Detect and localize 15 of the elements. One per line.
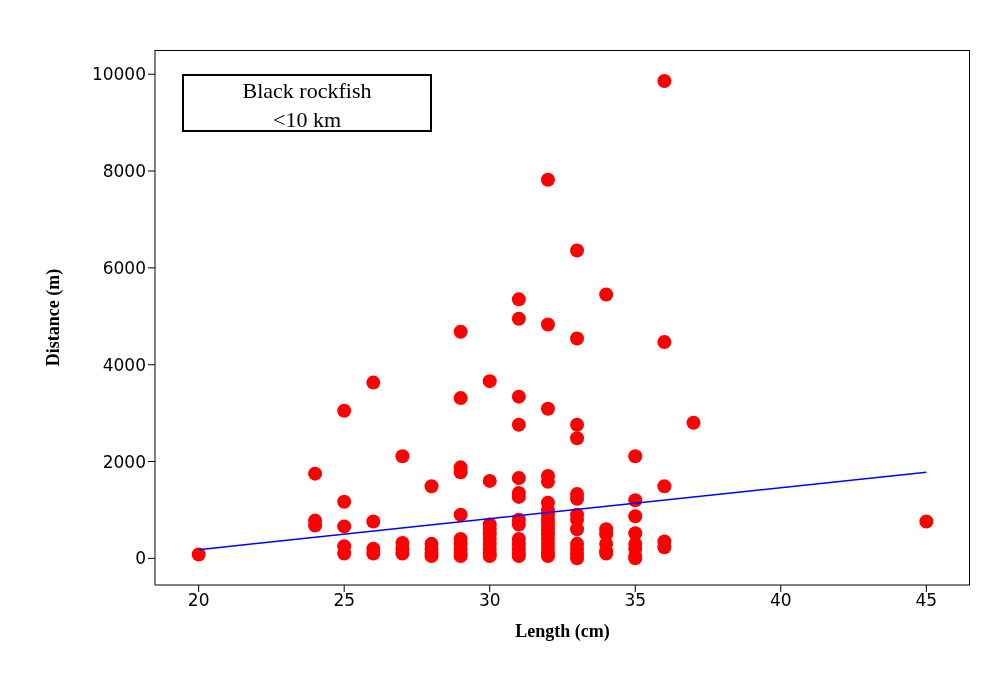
x-tick-label: 30 <box>478 590 501 611</box>
y-tick-label: 6000 <box>102 257 146 278</box>
x-tick-label: 35 <box>624 590 647 611</box>
y-tick-label: 2000 <box>102 451 146 472</box>
x-tick-label: 45 <box>915 590 938 611</box>
y-tick-label: 4000 <box>102 354 146 375</box>
x-tick-label: 40 <box>769 590 792 611</box>
x-tick-label: 25 <box>333 590 356 611</box>
y-tick-label: 10000 <box>91 64 146 85</box>
x-tick-label: 20 <box>187 590 210 611</box>
y-axis-title: Distance (m) <box>43 268 65 367</box>
y-tick-label: 8000 <box>102 161 146 182</box>
text-box: Black rockfish <10 km <box>182 74 432 132</box>
x-axis-title: Length (cm) <box>515 621 610 642</box>
y-tick-label: 0 <box>135 548 146 569</box>
